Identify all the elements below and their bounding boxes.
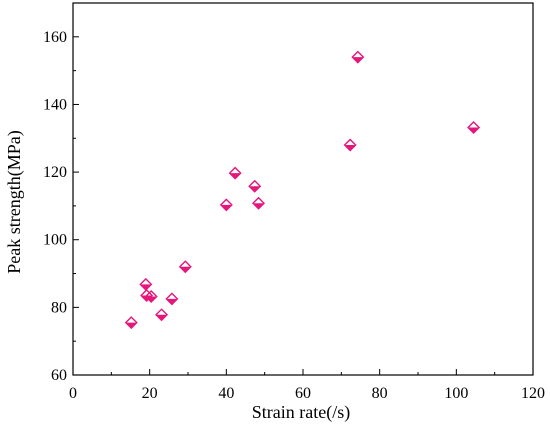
y-axis-title: Peak strength(MPa) [4, 130, 25, 273]
data-point-fill [253, 203, 265, 209]
data-points [124, 50, 481, 330]
axes [72, 2, 534, 376]
data-point-outline [165, 292, 179, 306]
y-tick-label: 60 [51, 367, 67, 384]
data-point [252, 196, 266, 210]
plot-frame [72, 2, 534, 376]
x-tick-label: 20 [142, 385, 158, 402]
data-point-fill [220, 204, 232, 211]
x-tick-label: 0 [69, 385, 77, 402]
data-point-fill [179, 266, 191, 273]
data-point-outline [155, 308, 169, 322]
data-point-fill [140, 284, 152, 290]
data-point-outline [467, 120, 481, 134]
data-point [144, 290, 158, 304]
data-point-fill [145, 296, 157, 303]
x-tick-label: 60 [295, 385, 311, 402]
x-tick-label: 120 [521, 385, 545, 402]
y-tick-label: 140 [43, 96, 67, 113]
data-point [351, 50, 365, 64]
y-tick-label: 120 [43, 164, 67, 181]
data-point-outline [248, 179, 262, 193]
data-point [228, 166, 242, 180]
x-tick-label: 80 [372, 385, 388, 402]
data-point-outline [351, 50, 365, 64]
data-point-outline [343, 138, 357, 152]
data-point-fill [156, 314, 168, 321]
data-point-fill [166, 298, 178, 305]
data-point [219, 198, 233, 212]
data-point-fill [249, 186, 261, 192]
data-point-outline [178, 260, 192, 274]
x-axis-title: Strain rate(/s) [252, 402, 350, 423]
data-point [165, 292, 179, 306]
data-point-outline [124, 316, 138, 330]
data-point-outline [252, 196, 266, 210]
data-point [139, 277, 153, 291]
x-tick-label: 100 [444, 385, 468, 402]
data-point [248, 179, 262, 193]
data-point-fill [229, 173, 241, 179]
y-tick-label: 100 [43, 232, 67, 249]
data-point-outline [228, 166, 242, 180]
data-point-fill [352, 57, 364, 63]
data-point-outline [219, 198, 233, 212]
data-point [155, 308, 169, 322]
data-point-outline [144, 290, 158, 304]
data-point-fill [125, 322, 137, 329]
data-point-outline [140, 289, 154, 303]
y-tick-label: 160 [43, 29, 67, 46]
ticks: 0 20 40 60 80 100 120 60 80 100 120 140 160 [43, 2, 545, 402]
data-point-fill [344, 145, 356, 151]
data-point [124, 316, 138, 330]
data-point-fill [468, 127, 480, 133]
data-point [178, 260, 192, 274]
data-point [343, 138, 357, 152]
y-tick-label: 80 [51, 299, 67, 316]
x-tick-label: 40 [218, 385, 234, 402]
data-point [467, 120, 481, 134]
